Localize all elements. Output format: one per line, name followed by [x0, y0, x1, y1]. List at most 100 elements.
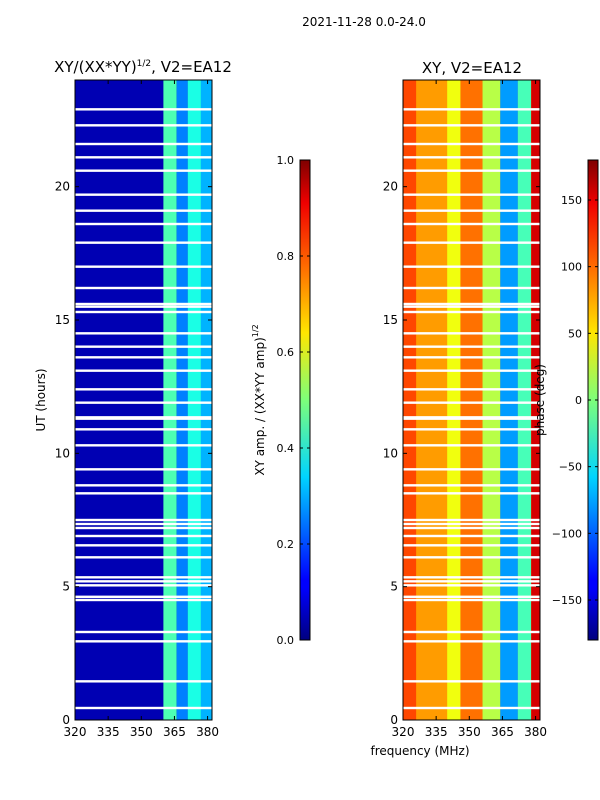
left-x-tick-label-0: 320	[64, 725, 87, 739]
right-band-1	[416, 80, 448, 720]
left-colorbar-tick-label-3: 0.6	[277, 346, 295, 359]
right-gap-6	[403, 584, 540, 587]
left-y-axis: 0 5 10 15 20	[55, 180, 212, 727]
figure-title: 2021-11-28 0.0-24.0	[302, 15, 426, 29]
right-plot-gaps	[403, 108, 540, 710]
left-gap-37	[75, 169, 212, 172]
left-plot-frame	[74, 79, 213, 721]
right-x-tick-label-4: 380	[524, 725, 547, 739]
right-x-tick-label-1: 335	[425, 725, 448, 739]
right-gap-25	[403, 356, 540, 359]
right-gap-2	[403, 640, 540, 643]
left-y-tick-label-0: 0	[62, 713, 70, 727]
left-colorbar: 0.0 0.2 0.4 0.6 0.8 1.0 XY amp. / (XX*YY amp)…	[251, 154, 311, 647]
left-gap-3	[75, 630, 212, 634]
left-colorbar-bar	[299, 159, 311, 641]
left-band-3	[187, 80, 201, 720]
right-panel-title: XY, V2=EA12	[422, 59, 522, 77]
right-gap-23	[403, 388, 540, 391]
left-gap-6	[75, 584, 212, 587]
right-gap-32	[403, 265, 540, 268]
left-gap-14	[75, 518, 212, 522]
right-gap-24	[403, 369, 540, 372]
left-gap-17	[75, 468, 212, 471]
left-gap-35	[75, 209, 212, 212]
right-gap-39	[403, 142, 540, 146]
right-colorbar-tick-label-5: 100	[561, 261, 582, 274]
left-gap-11	[75, 534, 212, 538]
left-panel: XY/(XX*YY)1/2, V2=EA12 320 335 350 365 380 0…	[34, 58, 232, 739]
right-gap-41	[403, 108, 540, 111]
right-gap-18	[403, 444, 540, 447]
left-y-tick-label-2: 10	[55, 446, 70, 460]
left-gap-24	[75, 369, 212, 372]
right-colorbar-tick-label-0: −150	[552, 594, 582, 607]
right-y-tick-label-2: 10	[383, 446, 398, 460]
right-gap-35	[403, 209, 540, 212]
right-plot-frame	[402, 79, 541, 721]
right-colorbar: −150 −100 −50 0 50 100 150 phase (deg)	[533, 159, 599, 641]
left-gap-16	[75, 484, 212, 487]
left-gap-33	[75, 241, 212, 244]
right-gap-13	[403, 522, 540, 526]
left-colorbar-label: XY amp. / (XX*YY amp)1/2	[251, 324, 267, 475]
right-gap-10	[403, 544, 540, 547]
right-gap-16	[403, 484, 540, 487]
right-gap-37	[403, 169, 540, 172]
right-gap-15	[403, 492, 540, 495]
left-gap-36	[75, 193, 212, 196]
right-gap-4	[403, 598, 540, 602]
left-gap-26	[75, 345, 212, 348]
right-gap-33	[403, 241, 540, 244]
right-plot-bands	[403, 80, 540, 720]
left-band-1	[163, 80, 177, 720]
right-gap-12	[403, 526, 540, 530]
left-y-axis-label: UT (hours)	[34, 368, 48, 431]
right-band-4	[482, 80, 501, 720]
left-x-tick-label-4: 380	[196, 725, 219, 739]
right-gap-21	[403, 416, 540, 419]
left-colorbar-tick-label-1: 0.2	[277, 538, 295, 551]
right-gap-3	[403, 630, 540, 634]
left-colorbar-tick-label-0: 0.0	[277, 634, 295, 647]
left-gap-4	[75, 598, 212, 602]
left-band-4	[200, 80, 212, 720]
right-gap-9	[403, 556, 540, 559]
right-gap-34	[403, 222, 540, 226]
right-gap-36	[403, 193, 540, 196]
right-band-5	[500, 80, 518, 720]
right-colorbar-tick-label-3: 0	[575, 394, 582, 407]
right-gap-1	[403, 680, 540, 683]
right-gap-38	[403, 156, 540, 159]
right-gap-7	[403, 580, 540, 583]
right-colorbar-tick-label-6: 150	[561, 194, 582, 207]
left-x-tick-label-2: 350	[130, 725, 153, 739]
right-x-tick-label-0: 320	[392, 725, 415, 739]
left-x-axis: 320 335 350 365 380	[64, 80, 219, 739]
left-x-tick-label-1: 335	[97, 725, 120, 739]
right-gap-17	[403, 468, 540, 471]
right-y-tick-label-3: 15	[383, 313, 398, 327]
right-gap-26	[403, 345, 540, 348]
left-gap-12	[75, 526, 212, 530]
left-gap-10	[75, 544, 212, 547]
left-gap-13	[75, 522, 212, 526]
left-band-0	[75, 80, 164, 720]
right-gap-0	[403, 706, 540, 710]
left-gap-21	[75, 416, 212, 419]
right-band-0	[403, 80, 417, 720]
right-gap-40	[403, 124, 540, 127]
right-band-2	[447, 80, 461, 720]
left-y-tick-label-4: 20	[55, 180, 70, 194]
right-gap-8	[403, 576, 540, 579]
left-gap-27	[75, 332, 212, 335]
x-axis-label: frequency (MHz)	[370, 744, 469, 758]
left-gap-0	[75, 706, 212, 710]
left-gap-25	[75, 356, 212, 359]
right-gap-11	[403, 534, 540, 538]
right-colorbar-tick-label-4: 50	[568, 327, 582, 340]
left-gap-34	[75, 222, 212, 226]
right-gap-29	[403, 305, 540, 308]
left-gap-18	[75, 444, 212, 447]
